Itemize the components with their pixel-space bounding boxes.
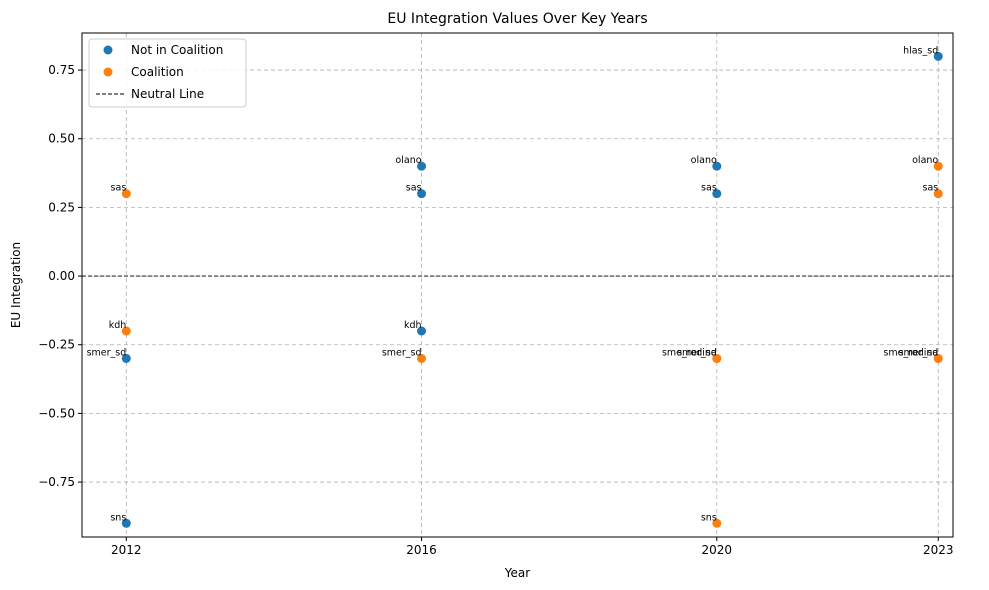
data-point xyxy=(712,189,722,199)
data-point xyxy=(121,326,131,336)
point-label: olano xyxy=(912,155,938,166)
point-label: sas xyxy=(406,183,422,194)
data-point xyxy=(121,518,131,528)
point-label: sns xyxy=(110,512,126,523)
y-tick-label: −0.75 xyxy=(38,475,75,489)
point-label: kdh xyxy=(109,320,127,331)
chart-title: EU Integration Values Over Key Years xyxy=(387,11,647,27)
legend-label: Not in Coalition xyxy=(131,43,223,57)
legend-marker xyxy=(103,45,113,55)
point-label: sas xyxy=(111,183,127,194)
y-tick-label: 0.00 xyxy=(48,269,75,283)
data-point xyxy=(417,353,427,363)
legend-label: Neutral Line xyxy=(131,87,204,101)
legend: Not in Coalition Coalition Neutral Line xyxy=(88,38,247,108)
data-point xyxy=(712,353,722,363)
point-label: smer_sd xyxy=(899,347,939,358)
x-tick-label: 2023 xyxy=(923,543,954,557)
x-tick-label: 2020 xyxy=(702,543,733,557)
point-label: sas xyxy=(701,183,717,194)
point-label: olano xyxy=(691,155,717,166)
point-label: olano xyxy=(395,155,421,166)
data-point xyxy=(933,51,943,61)
y-axis-label: EU Integration xyxy=(9,242,23,328)
data-points xyxy=(121,51,943,528)
legend-marker xyxy=(103,67,113,77)
point-label: sns xyxy=(701,512,717,523)
data-point xyxy=(417,326,427,336)
y-tick-label: 0.50 xyxy=(48,132,75,146)
point-label: sme_rodina xyxy=(883,347,938,358)
point-label: smer_sd xyxy=(87,347,127,358)
x-axis-label: Year xyxy=(504,566,530,580)
data-point xyxy=(121,189,131,199)
data-point xyxy=(417,161,427,171)
point-label: kdh xyxy=(404,320,422,331)
y-tick-label: −0.50 xyxy=(38,406,75,420)
plot-frame xyxy=(81,32,954,538)
point-label: smer_sd xyxy=(382,347,422,358)
data-point xyxy=(121,353,131,363)
data-point xyxy=(712,161,722,171)
y-tick-label: 0.75 xyxy=(48,63,75,77)
data-point xyxy=(933,353,943,363)
point-label: smer_sd xyxy=(677,347,717,358)
point-label: sas xyxy=(923,183,939,194)
y-tick-label: −0.25 xyxy=(38,338,75,352)
axis-ticks: 2012 2016 2020 2023 −0.75 −0.50 −0.25 0.00 0.25 0… xyxy=(38,63,953,557)
point-label: sme_rodina xyxy=(662,347,717,358)
point-label: hlas_sd xyxy=(903,45,938,56)
x-tick-label: 2012 xyxy=(111,543,142,557)
x-tick-label: 2016 xyxy=(406,543,437,557)
legend-label: Coalition xyxy=(131,65,184,79)
data-point xyxy=(933,161,943,171)
data-point xyxy=(417,189,427,199)
data-point xyxy=(933,189,943,199)
data-point xyxy=(712,518,722,528)
y-tick-label: 0.25 xyxy=(48,200,75,214)
legend-box xyxy=(88,38,247,108)
